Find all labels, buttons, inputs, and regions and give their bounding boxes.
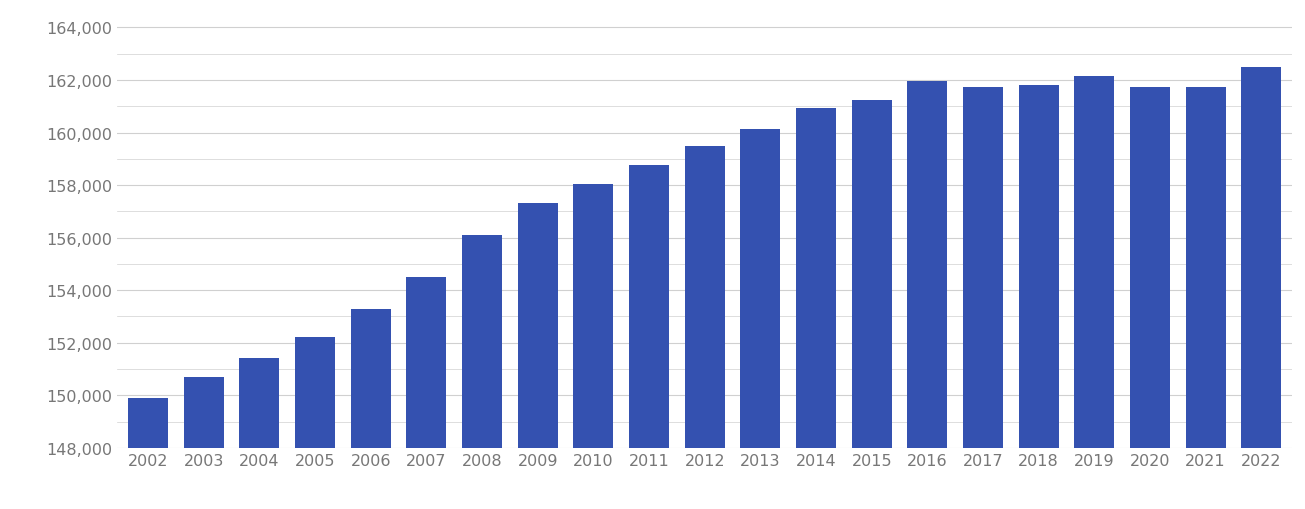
Bar bbox=[573, 184, 613, 509]
Bar bbox=[852, 100, 891, 509]
Bar bbox=[406, 277, 446, 509]
Bar bbox=[629, 166, 669, 509]
Bar bbox=[351, 309, 390, 509]
Bar bbox=[740, 129, 780, 509]
Bar bbox=[1241, 68, 1282, 509]
Bar bbox=[462, 236, 502, 509]
Bar bbox=[518, 204, 557, 509]
Bar bbox=[128, 398, 168, 509]
Bar bbox=[1019, 86, 1058, 509]
Bar bbox=[1074, 77, 1114, 509]
Bar bbox=[963, 88, 1004, 509]
Bar bbox=[796, 108, 837, 509]
Bar bbox=[239, 359, 279, 509]
Bar bbox=[685, 147, 724, 509]
Bar bbox=[907, 82, 947, 509]
Bar bbox=[184, 377, 223, 509]
Bar bbox=[1186, 88, 1225, 509]
Bar bbox=[1130, 88, 1171, 509]
Bar bbox=[295, 338, 335, 509]
